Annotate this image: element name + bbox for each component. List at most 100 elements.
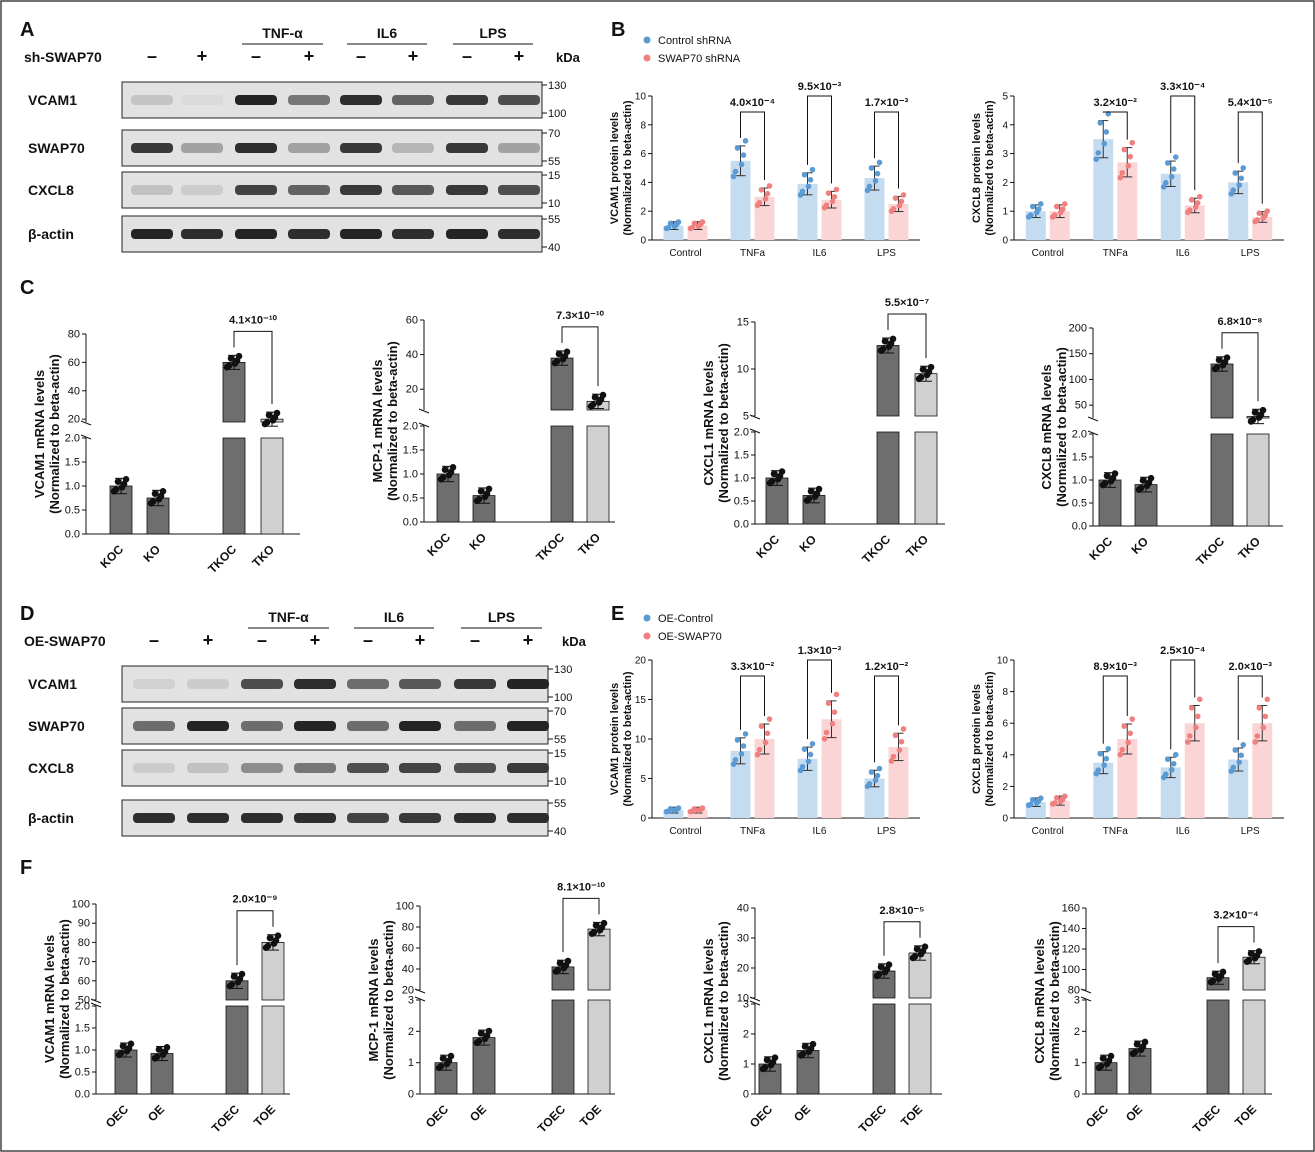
chart-c2-y-label: MCP-1 mRNA levels xyxy=(370,359,385,482)
chart-c4-y-tick-label: 150 xyxy=(1069,348,1087,360)
chart-e2-p-value: 8.9×10⁻³ xyxy=(1094,661,1138,673)
chart-e1-data-point xyxy=(766,716,773,722)
chart-c2-data-point xyxy=(555,350,563,358)
panel-letter-D: D xyxy=(20,603,34,625)
chart-e1-bar xyxy=(888,746,909,818)
chart-b2-y-tick-label: 1 xyxy=(1002,207,1008,218)
chart-f3-data-point xyxy=(799,1050,807,1058)
blot-d-band xyxy=(507,813,549,823)
chart-f1-data-point xyxy=(161,1048,169,1056)
chart-e1-data-point xyxy=(831,709,838,715)
chart-c3-p-value: 5.5×10⁻⁷ xyxy=(885,297,930,309)
chart-e1-bar xyxy=(663,810,684,818)
chart-f1-y-tick-label: 80 xyxy=(78,937,90,949)
chart-f4-y-tick-label: 120 xyxy=(1062,944,1080,956)
blot-d-band xyxy=(294,813,336,823)
chart-c4-data-point xyxy=(1213,364,1221,371)
chart-e1-bar xyxy=(754,739,775,818)
blot-a-band xyxy=(288,185,330,195)
blot-a-group-label: TNF-α xyxy=(262,25,303,41)
chart-f2-data-point xyxy=(590,928,598,936)
chart-e1-legend-label: OE-SWAP70 xyxy=(658,631,722,643)
chart-b2-y-tick-label: 0 xyxy=(1002,236,1008,247)
chart-f2-data-point xyxy=(592,922,600,929)
chart-e1-data-point xyxy=(890,753,897,760)
chart-c1-data-point xyxy=(112,486,120,493)
chart-b2-data-point xyxy=(1188,197,1195,203)
chart-f4-y-tick-label: 3 xyxy=(1074,995,1080,1007)
chart-e1-data-point xyxy=(762,739,769,746)
chart-f4-y-tick-label: 160 xyxy=(1062,903,1080,915)
chart-e1-x-tick-label: TNFa xyxy=(740,826,765,837)
chart-b2-data-point xyxy=(1168,173,1175,180)
blot-d-marker: 70 xyxy=(554,706,566,718)
chart-c2-data-point xyxy=(589,401,597,409)
chart-e2-data-point xyxy=(1095,767,1102,773)
chart-e2-bar xyxy=(1117,739,1138,818)
chart-c1-data-point xyxy=(157,492,165,500)
chart-f1-data-point xyxy=(264,942,272,950)
chart-e2-data-point xyxy=(1238,752,1245,759)
chart-f2-y-tick-label: 60 xyxy=(402,943,414,955)
chart-b2-data-point xyxy=(1061,201,1068,207)
chart-f3-data-point xyxy=(883,965,891,973)
chart-e2-data-point xyxy=(1125,739,1132,746)
blot-d-lane-sign: + xyxy=(415,630,426,650)
blot-a-band xyxy=(288,229,330,239)
chart-f4-y-tick-label: 140 xyxy=(1062,923,1080,935)
chart-c3-bar xyxy=(876,345,900,417)
chart-b1-data-point xyxy=(898,198,905,205)
blot-d-lane-sign: + xyxy=(310,630,321,650)
chart-e1-data-point xyxy=(872,777,879,784)
blot-a-band xyxy=(181,185,223,195)
blot-a-band xyxy=(181,143,223,153)
chart-f2-data-point xyxy=(437,1062,445,1070)
blot-a-band xyxy=(131,185,173,195)
chart-c4-bar xyxy=(1210,433,1234,527)
chart-e1-data-point xyxy=(673,806,680,813)
chart-b2-y-tick-label: 3 xyxy=(1002,149,1008,160)
chart-e2-data-point xyxy=(1162,771,1169,778)
chart-b2-data-point xyxy=(1093,156,1100,162)
chart-b1-data-point xyxy=(689,224,696,231)
chart-c3-y-label: CXCL1 mRNA levels xyxy=(701,360,716,485)
blot-d-band xyxy=(454,679,496,689)
blot-a-marker: 10 xyxy=(548,198,560,210)
chart-f3-data-point xyxy=(911,953,919,960)
chart-e2-data-point xyxy=(1059,796,1066,803)
chart-e1-data-point xyxy=(876,765,883,772)
chart-e1-data-point xyxy=(689,808,696,814)
chart-e2-bar xyxy=(1184,723,1205,818)
chart-b2-p-value: 5.4×10⁻⁵ xyxy=(1228,97,1273,109)
chart-f4-bar xyxy=(1242,999,1266,1095)
blot-a-band xyxy=(392,185,434,195)
chart-e1-data-point xyxy=(754,751,761,758)
chart-e1-bar xyxy=(797,758,818,818)
blot-d-band xyxy=(454,813,496,823)
chart-b2-data-point xyxy=(1059,206,1066,212)
chart-e1-data-point xyxy=(892,732,899,739)
chart-c2-y-tick-label: 20 xyxy=(406,384,418,396)
chart-e2-bar xyxy=(1160,767,1181,818)
chart-e1-data-point xyxy=(738,751,745,757)
chart-b1-data-point xyxy=(801,171,808,178)
chart-b2-significance-bracket xyxy=(1102,111,1128,140)
chart-f1-data-point xyxy=(236,975,244,983)
chart-b1-y-tick-label: 4 xyxy=(640,178,646,189)
chart-c3-y-tick-label: 0.0 xyxy=(734,519,749,531)
chart-f4-bar xyxy=(1206,999,1230,1095)
blot-d-lane-sign: + xyxy=(203,630,214,650)
chart-b1-data-point xyxy=(807,176,814,183)
chart-e2-data-point xyxy=(1184,739,1191,745)
chart-e2-data-point xyxy=(1164,756,1171,763)
blot-a-lane-sign: + xyxy=(304,46,315,66)
chart-b1-data-point xyxy=(756,199,763,206)
chart-c2-data-point xyxy=(553,358,561,365)
chart-c3-data-point xyxy=(887,340,895,347)
chart-b1-bar xyxy=(754,196,775,240)
chart-f3-y-tick-label: 1 xyxy=(743,1059,749,1071)
chart-e2-y-tick-label: 6 xyxy=(1002,719,1008,730)
chart-c1-data-point xyxy=(233,357,241,364)
chart-c3-data-point xyxy=(925,368,933,376)
chart-c3-y-tick-label: 5 xyxy=(743,411,749,423)
